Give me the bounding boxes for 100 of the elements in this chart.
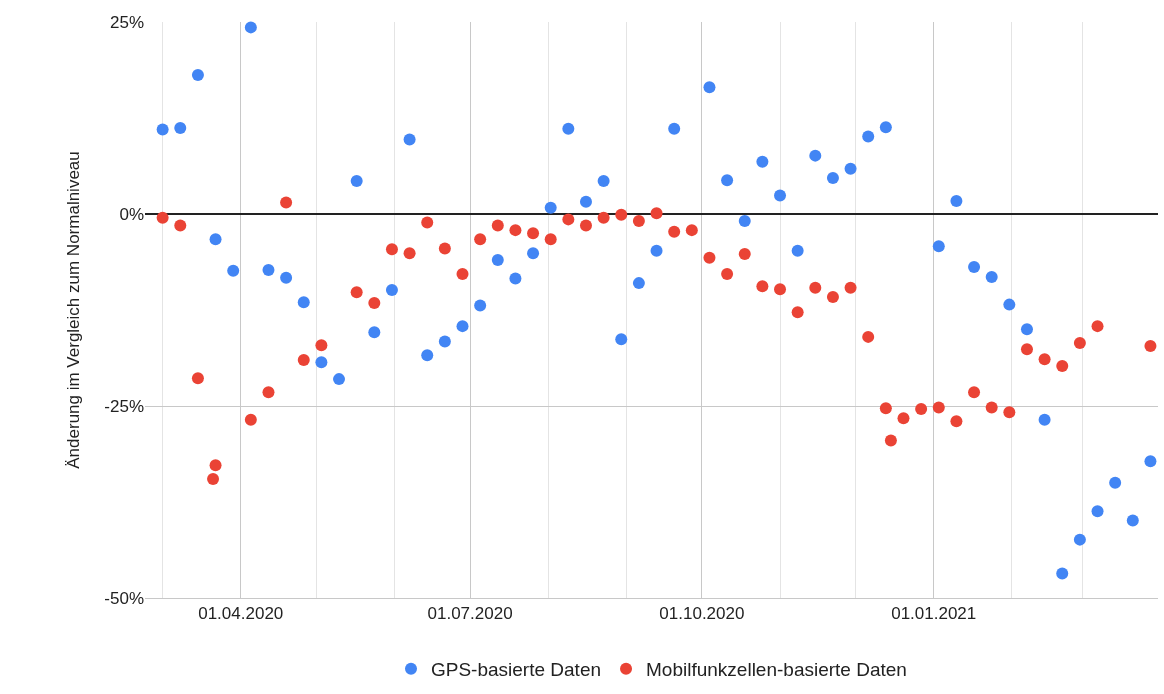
x-tick-label: 01.01.2021: [891, 604, 977, 624]
point: [615, 208, 628, 221]
point: [1073, 533, 1086, 546]
point: [685, 224, 698, 237]
point: [156, 123, 169, 136]
point: [156, 211, 169, 224]
point: [774, 189, 787, 202]
point: [597, 211, 610, 224]
point: [1003, 406, 1016, 419]
point: [809, 149, 822, 162]
point: [207, 472, 220, 485]
point: [385, 284, 398, 297]
point: [1038, 413, 1051, 426]
legend-label: GPS-basierte Daten: [431, 659, 602, 681]
point: [632, 277, 645, 290]
point: [527, 227, 540, 240]
point: [350, 174, 363, 187]
y-tick-label: -25%: [104, 396, 144, 416]
point: [738, 214, 751, 227]
x-tick-label: 01.10.2020: [659, 604, 745, 624]
point: [650, 244, 663, 257]
y-tick-label: 0%: [119, 204, 144, 224]
point: [280, 271, 293, 284]
point: [1038, 353, 1051, 366]
point: [826, 171, 839, 184]
point: [297, 353, 310, 366]
point: [421, 349, 434, 362]
point: [491, 219, 504, 232]
point: [1056, 360, 1069, 373]
point: [244, 413, 257, 426]
point: [968, 386, 981, 399]
point: [668, 122, 681, 135]
point: [174, 219, 187, 232]
point: [950, 415, 963, 428]
point: [227, 264, 240, 277]
point: [862, 330, 875, 343]
point: [774, 283, 787, 296]
point: [597, 174, 610, 187]
point: [509, 224, 522, 237]
point: [474, 233, 487, 246]
point: [791, 244, 804, 257]
point: [579, 195, 592, 208]
point: [756, 155, 769, 168]
point: [1091, 320, 1104, 333]
point: [721, 174, 734, 187]
y-axis-title: Änderung im Vergleich zum Normalniveau: [63, 151, 83, 469]
point: [403, 133, 416, 146]
point: [1020, 323, 1033, 336]
point: [826, 290, 839, 303]
point: [650, 207, 663, 220]
point: [791, 306, 804, 319]
point: [456, 267, 469, 280]
legend-label: Mobilfunkzellen-basierte Daten: [646, 659, 907, 681]
point: [968, 260, 981, 273]
point: [738, 247, 751, 260]
point: [280, 196, 293, 209]
point: [1003, 298, 1016, 311]
point: [562, 122, 575, 135]
point: [191, 68, 204, 81]
point: [544, 201, 557, 214]
point: [527, 247, 540, 260]
point: [191, 372, 204, 385]
point: [862, 130, 875, 143]
point: [262, 264, 275, 277]
point: [209, 459, 222, 472]
point: [703, 81, 716, 94]
y-tick-label: -50%: [104, 588, 144, 608]
point: [632, 214, 645, 227]
y-tick-label: 25%: [109, 12, 144, 32]
point: [438, 335, 451, 348]
point: [262, 386, 275, 399]
point: [1056, 567, 1069, 580]
point: [950, 194, 963, 207]
x-tick-label: 01.07.2020: [427, 604, 513, 624]
point: [1109, 476, 1122, 489]
point: [403, 247, 416, 260]
point: [1091, 505, 1104, 518]
point: [809, 281, 822, 294]
point: [562, 213, 575, 226]
point: [703, 251, 716, 264]
point: [844, 281, 857, 294]
point: [1020, 343, 1033, 356]
point: [844, 162, 857, 175]
point: [474, 299, 487, 312]
point: [985, 270, 998, 283]
point: [315, 356, 328, 369]
point: [333, 373, 346, 386]
point: [1126, 514, 1139, 527]
point: [721, 267, 734, 280]
point: [615, 333, 628, 346]
point: [491, 254, 504, 267]
x-tick-label: 01.04.2020: [198, 604, 284, 624]
point: [438, 242, 451, 255]
point: [174, 121, 187, 134]
point: [884, 434, 897, 447]
point: [368, 297, 381, 310]
point: [1073, 337, 1086, 350]
point: [579, 219, 592, 232]
point: [368, 326, 381, 339]
point: [315, 339, 328, 352]
